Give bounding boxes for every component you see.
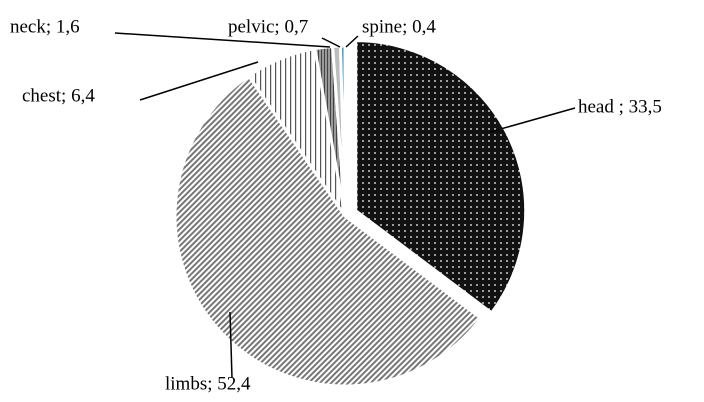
leader-line [114,32,331,48]
data-label: pelvic; 0,7 [228,16,308,37]
data-label: chest; 6,4 [22,85,95,106]
pie-slice [173,73,483,388]
pie-slice [354,39,528,315]
leader-line [229,311,233,379]
data-label: spine; 0,4 [362,16,436,37]
leader-line [345,35,359,48]
data-label: head ; 33,5 [578,96,662,117]
data-label: limbs; 52,4 [165,373,251,394]
data-label: neck; 1,6 [10,16,80,37]
pie-slice [338,44,347,217]
leader-line [321,37,341,48]
leader-line [489,107,576,133]
leader-line [139,61,259,101]
